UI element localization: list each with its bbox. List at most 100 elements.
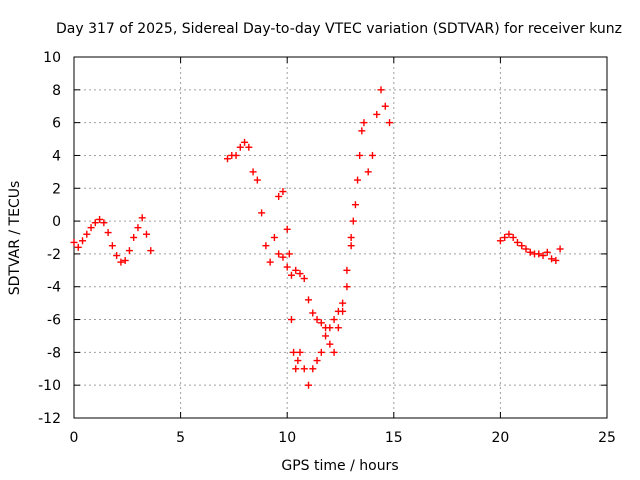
y-tick-label: -10 — [38, 378, 61, 394]
y-tick-label: -8 — [47, 345, 61, 361]
data-point — [347, 234, 355, 241]
data-point — [313, 357, 321, 365]
data-point — [292, 266, 300, 274]
data-point — [296, 348, 304, 356]
data-point — [87, 224, 95, 232]
data-point — [100, 219, 108, 227]
data-point — [147, 247, 155, 255]
data-point — [343, 266, 351, 274]
data-point — [224, 155, 232, 163]
data-point — [377, 86, 385, 94]
data-point — [501, 234, 509, 241]
data-point — [236, 143, 244, 151]
data-point — [368, 151, 376, 159]
data-point — [543, 248, 551, 256]
data-point — [245, 143, 253, 151]
y-tick-label: -12 — [38, 411, 61, 427]
data-point — [305, 296, 313, 304]
data-point — [74, 243, 82, 251]
y-tick-labels: -12 -10 -8 -6 -4 -2 0 2 4 6 8 10 — [38, 50, 61, 427]
data-point — [113, 252, 121, 260]
x-tick-label: 10 — [278, 430, 296, 446]
x-tick-label: 15 — [385, 430, 403, 446]
data-point — [309, 365, 317, 373]
data-point — [317, 348, 325, 356]
data-point — [386, 119, 394, 127]
data-point — [138, 214, 146, 222]
data-point — [279, 188, 287, 196]
data-point — [266, 258, 274, 266]
data-point — [358, 127, 366, 135]
data-point — [283, 263, 291, 271]
data-point — [556, 245, 564, 253]
data-point — [349, 217, 357, 225]
data-point — [552, 256, 560, 264]
data-point — [347, 242, 355, 250]
data-point — [518, 242, 526, 250]
gridlines — [74, 57, 607, 418]
data-point — [104, 229, 112, 237]
data-point — [351, 201, 359, 209]
data-point — [125, 247, 133, 255]
data-point — [334, 324, 342, 332]
y-tick-label: 10 — [43, 50, 61, 66]
data-point — [535, 250, 543, 258]
data-points — [70, 86, 564, 389]
data-point — [258, 209, 266, 217]
y-tick-label: 8 — [52, 83, 61, 99]
data-point — [322, 332, 330, 340]
data-point — [279, 253, 287, 261]
data-point — [91, 219, 99, 227]
data-point — [108, 242, 116, 250]
y-tick-label: 6 — [52, 116, 61, 132]
data-point — [296, 270, 304, 278]
data-point — [330, 316, 338, 324]
data-point — [330, 348, 338, 356]
x-tick-labels: 0 5 10 15 20 25 — [70, 430, 616, 446]
data-point — [381, 102, 389, 110]
data-point — [539, 252, 547, 260]
plot-frame — [73, 56, 608, 419]
y-tick-label: 4 — [52, 148, 61, 164]
x-tick-label: 25 — [598, 430, 616, 446]
data-point — [241, 138, 249, 146]
data-point — [232, 151, 240, 159]
data-point — [70, 238, 78, 246]
data-point — [294, 357, 302, 365]
data-point — [356, 151, 364, 159]
y-tick-label: 2 — [52, 181, 61, 197]
data-point — [313, 316, 321, 324]
data-point — [354, 176, 362, 184]
data-point — [526, 248, 534, 256]
data-point — [142, 230, 150, 238]
data-point — [322, 324, 330, 332]
data-point — [373, 110, 381, 118]
data-point — [505, 230, 513, 238]
chart-title: Day 317 of 2025, Sidereal Day-to-day VTE… — [56, 21, 622, 37]
data-point — [275, 192, 283, 200]
x-tick-label: 20 — [491, 430, 509, 446]
data-point — [343, 283, 351, 291]
data-point — [360, 119, 368, 127]
data-point — [548, 255, 556, 263]
data-point — [262, 242, 270, 250]
data-point — [339, 299, 347, 307]
data-point — [364, 168, 372, 176]
data-point — [270, 234, 278, 241]
data-point — [287, 271, 295, 279]
data-point — [300, 365, 308, 373]
data-point — [275, 250, 283, 258]
data-point — [309, 309, 317, 317]
data-point — [522, 245, 530, 253]
data-point — [83, 230, 91, 238]
data-point — [79, 237, 87, 245]
data-point — [121, 256, 129, 264]
data-point — [509, 234, 517, 241]
data-point — [339, 307, 347, 315]
y-axis-label: SDTVAR / TECUs — [7, 181, 23, 296]
data-point — [96, 215, 104, 223]
y-tick-label: 0 — [52, 214, 61, 230]
data-point — [117, 258, 125, 266]
data-point — [292, 365, 300, 373]
